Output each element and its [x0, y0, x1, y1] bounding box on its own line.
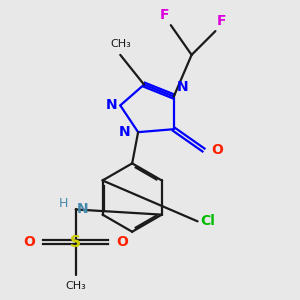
- Text: H: H: [59, 197, 68, 210]
- Text: N: N: [77, 202, 89, 216]
- Text: CH₃: CH₃: [65, 281, 86, 291]
- Text: Cl: Cl: [200, 214, 215, 228]
- Text: O: O: [116, 235, 128, 249]
- Text: N: N: [106, 98, 117, 112]
- Text: F: F: [217, 14, 226, 28]
- Text: N: N: [177, 80, 188, 94]
- Text: N: N: [119, 125, 131, 139]
- Text: S: S: [70, 235, 81, 250]
- Text: F: F: [160, 8, 170, 22]
- Text: O: O: [24, 235, 36, 249]
- Text: CH₃: CH₃: [110, 39, 131, 49]
- Text: O: O: [211, 143, 223, 157]
